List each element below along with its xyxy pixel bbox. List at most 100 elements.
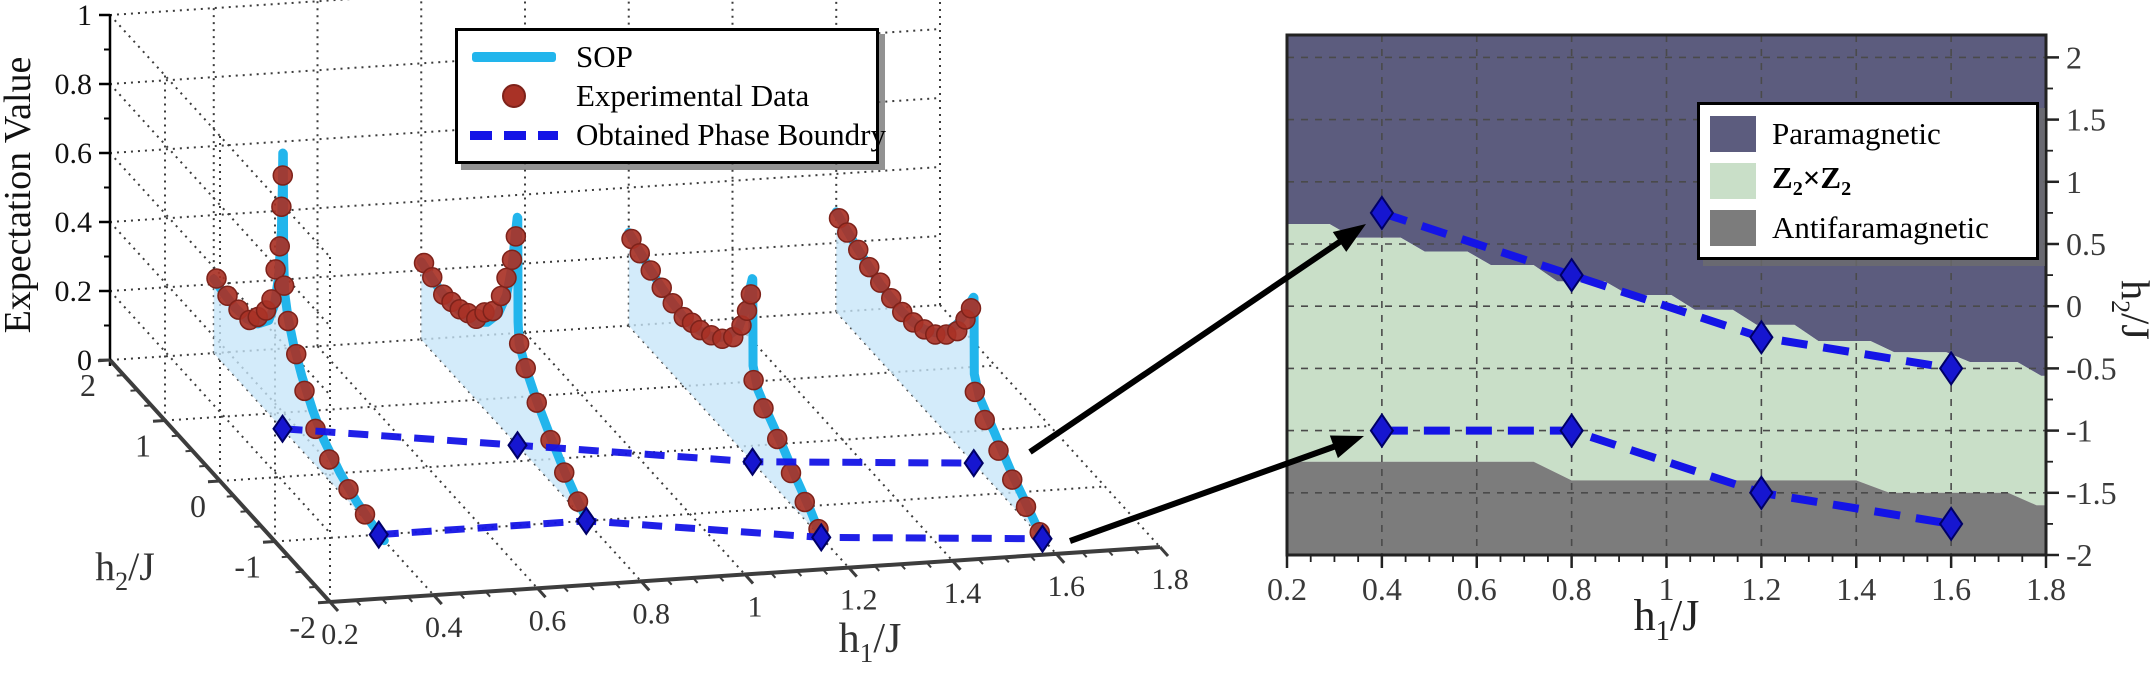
h1-minor-tick bbox=[822, 568, 829, 576]
experimental-dot bbox=[265, 259, 286, 280]
h1-minor-tick bbox=[355, 599, 362, 606]
boundary-diamond-marker bbox=[1032, 523, 1053, 554]
boundary-dashed-line bbox=[282, 425, 974, 467]
label-text: ×Z bbox=[1802, 160, 1842, 196]
h1-axis: 0.2 0.4 0.6 0.8 1 1.2 1.4 1.6 1.8 bbox=[321, 545, 1189, 651]
h2-minor-tick bbox=[171, 434, 179, 438]
experimental-dot bbox=[837, 222, 858, 243]
experimental-dot bbox=[1015, 496, 1037, 518]
h1-minor-tick bbox=[1081, 551, 1088, 558]
experimental-data-points bbox=[828, 208, 1050, 543]
boundary-diamond-marker bbox=[1559, 412, 1584, 449]
left-3d-sop-plot: 0 0.2 0.4 0.6 0.8 1 Expectation Value 2 1 0 -1 -2 h2… bbox=[0, 0, 1189, 668]
x-tick-label: 1.8 bbox=[2026, 571, 2066, 607]
boundary-diamond-marker bbox=[507, 430, 528, 461]
h1-minor-tick bbox=[873, 565, 880, 572]
x-axis-title: h1/J bbox=[1634, 591, 1700, 647]
experimental-dot bbox=[662, 293, 683, 314]
h1-minor-tick bbox=[614, 582, 621, 589]
x-tick-label: 0.4 bbox=[1362, 571, 1402, 607]
x-tick-label: 0.6 bbox=[1457, 571, 1497, 607]
x-tick-label: 0.2 bbox=[1267, 571, 1307, 607]
h1-tick bbox=[536, 587, 547, 599]
floor-phase-boundary-upper bbox=[272, 413, 984, 478]
experimental-dot bbox=[960, 298, 982, 319]
backwall-z-gridline bbox=[109, 235, 941, 292]
boundary-diamond-marker bbox=[576, 506, 597, 536]
y-tick-label: -2 bbox=[2066, 537, 2093, 573]
h2-minor-tick bbox=[309, 585, 317, 589]
h2-tick bbox=[97, 358, 111, 363]
h2-minor-tick bbox=[226, 495, 234, 498]
right-phase-diagram: 0.2 0.4 0.6 0.8 1 1.2 1.4 1.6 1.8 h1/J 2 1.5 1 0.5 0 -0… bbox=[1267, 33, 2150, 647]
x-tick-label: 1.2 bbox=[1741, 571, 1781, 607]
experimental-dot bbox=[767, 428, 788, 450]
dashed-line-icon bbox=[470, 130, 558, 140]
h1-tick-label: 0.8 bbox=[633, 597, 671, 630]
h1-tick-label: 1.8 bbox=[1151, 563, 1189, 596]
experimental-dot bbox=[338, 479, 359, 500]
h1-tick bbox=[743, 573, 755, 585]
boundary-diamond-marker bbox=[368, 519, 389, 550]
y-axis-title: h2/J bbox=[2106, 280, 2150, 340]
h2-minor-tick bbox=[185, 449, 193, 453]
z-axis: 0 0.2 0.4 0.6 0.8 1 bbox=[55, 0, 112, 377]
h2-axis: 2 1 0 -1 -2 bbox=[80, 358, 332, 645]
x-tick-label: 1.4 bbox=[1836, 571, 1876, 607]
y-tick-label: 0.5 bbox=[2066, 226, 2106, 262]
y-axis: 2 1.5 1 0.5 0 -0.5 -1 -1.5 -2 bbox=[2046, 39, 2117, 573]
h2-tick bbox=[152, 419, 166, 423]
backwall-z-gridline bbox=[109, 304, 941, 361]
boundary-diamond-marker bbox=[963, 448, 984, 478]
h1-tick bbox=[847, 566, 858, 578]
legend-item-antiferromagnetic: Antifaramagnetic bbox=[1710, 207, 2026, 249]
region-z2xz2 bbox=[1287, 224, 2046, 506]
experimental-dot bbox=[286, 343, 307, 365]
sop-fill-area bbox=[213, 153, 385, 541]
h1-minor-tick bbox=[1003, 556, 1010, 563]
h1-minor-tick bbox=[1107, 549, 1114, 557]
x-tick-label: 0.8 bbox=[1552, 571, 1592, 607]
h1-minor-tick bbox=[899, 563, 906, 570]
experimental-dot bbox=[651, 277, 672, 298]
experimental-dot bbox=[988, 440, 1009, 461]
experimental-dot bbox=[496, 267, 517, 289]
experimental-dot bbox=[794, 491, 815, 513]
z-tick-label: 0.4 bbox=[55, 206, 93, 239]
y-tick-label: -1.5 bbox=[2066, 475, 2117, 511]
boundary-diamond-marker bbox=[1938, 350, 1964, 387]
boundary-diamond-marker bbox=[1938, 506, 1964, 542]
boundary-dashed-line bbox=[1381, 426, 1952, 528]
sop-slice-h1-0.8 bbox=[413, 212, 594, 529]
experimental-dot bbox=[629, 242, 650, 264]
experimental-dot bbox=[277, 310, 299, 332]
legend-label: Antifaramagnetic bbox=[1772, 210, 1989, 246]
boundary-diamond-marker bbox=[1749, 475, 1774, 511]
experimental-dot bbox=[753, 398, 774, 419]
y-tick-label: -0.5 bbox=[2066, 350, 2117, 386]
experimental-dot bbox=[870, 272, 891, 293]
boundary-diamond-marker bbox=[1749, 319, 1774, 356]
h1-minor-tick bbox=[510, 589, 517, 596]
experimental-dot bbox=[881, 287, 902, 309]
experimental-dot bbox=[640, 260, 661, 281]
h2-tick bbox=[207, 479, 221, 484]
h1-minor-tick bbox=[588, 584, 595, 591]
h1-minor-tick bbox=[381, 597, 388, 605]
experimental-dot bbox=[206, 268, 227, 289]
z-axis-title: Expectation Value bbox=[0, 57, 39, 334]
region-color-swatch bbox=[1710, 162, 1756, 199]
y-tick-label: 1.5 bbox=[2066, 102, 2106, 138]
h1-tick-label: 1.4 bbox=[944, 577, 982, 610]
h1-tick-label: 0.2 bbox=[321, 618, 359, 651]
boundary-diamond-marker bbox=[1559, 257, 1584, 293]
h2-tick-label: -2 bbox=[289, 609, 316, 645]
h1-tick bbox=[951, 559, 962, 571]
experimental-dot bbox=[780, 462, 802, 484]
legend-label-experimental-data: Experimental Data bbox=[576, 77, 810, 113]
z-tick-label: 0 bbox=[77, 344, 92, 377]
h2-tick-label: -1 bbox=[234, 549, 261, 585]
experimental-dot bbox=[490, 285, 512, 307]
floor-h2-gridline bbox=[219, 425, 1051, 482]
h2-tick-label: 1 bbox=[135, 428, 151, 464]
